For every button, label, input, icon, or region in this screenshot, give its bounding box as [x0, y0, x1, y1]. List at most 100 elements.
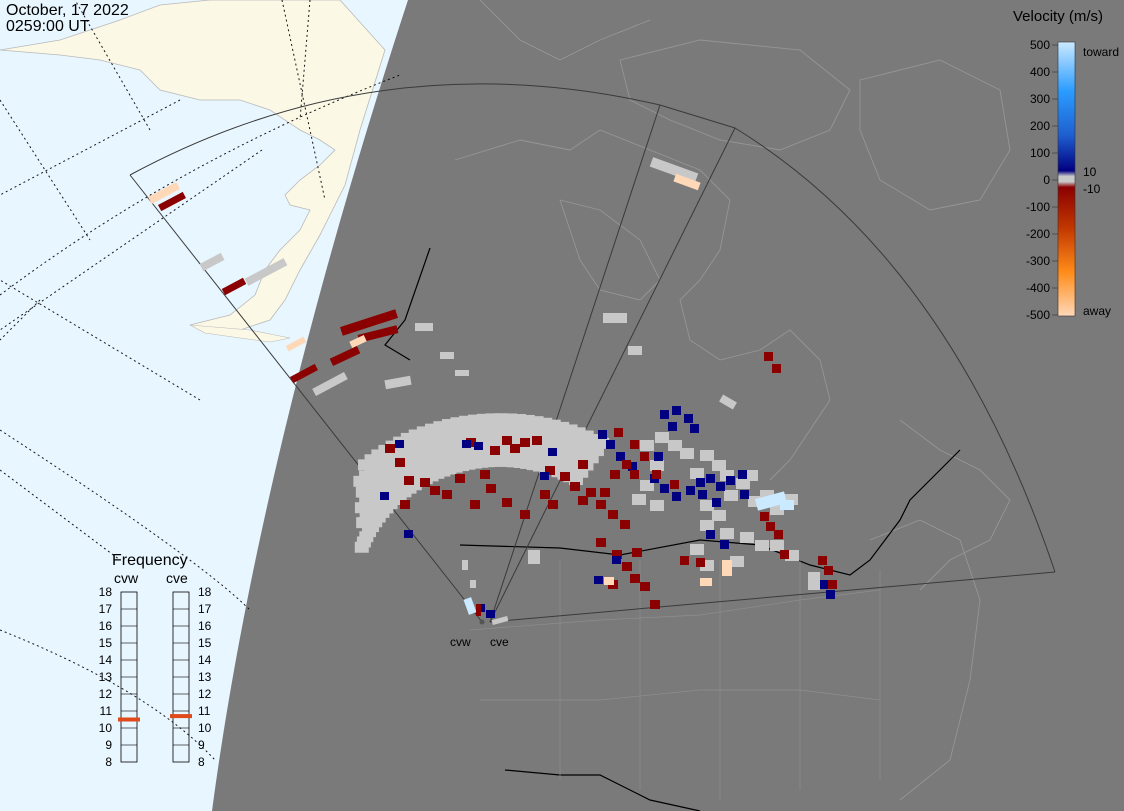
velocity-cell: [540, 472, 549, 480]
velocity-cell: [610, 470, 620, 479]
velocity-cell: [545, 466, 555, 475]
velocity-cell: [486, 610, 495, 618]
frequency-scale-label-right: 16: [198, 619, 212, 633]
velocity-cell: [384, 375, 412, 390]
velocity-cell: [686, 486, 695, 495]
frequency-scale-label-right: 14: [198, 653, 212, 667]
velocity-cell: [706, 530, 715, 539]
velocity-cell: [480, 470, 490, 479]
velocity-cell: [587, 434, 602, 446]
frequency-scale-label-left: 8: [105, 755, 112, 769]
velocity-cell: [568, 474, 583, 486]
velocity-tick-label: -500: [1026, 308, 1050, 322]
radar-sites: cvw cve: [450, 619, 509, 649]
velocity-cell: [416, 426, 431, 438]
date-label: October, 17 2022: [6, 2, 129, 19]
velocity-cell: [612, 550, 622, 559]
velocity-cell: [428, 431, 443, 443]
velocity-tick-label: -400: [1026, 281, 1050, 295]
velocity-cell: [640, 480, 654, 491]
velocity-cell: [548, 438, 563, 450]
velocity-cell: [698, 490, 707, 499]
velocity-cell: [469, 423, 484, 435]
velocity-cell: [480, 447, 495, 459]
velocity-cell: [442, 445, 457, 457]
velocity-cell: [417, 444, 432, 456]
velocity-cell: [510, 430, 525, 442]
velocity-cell: [578, 460, 588, 469]
velocity-colorbar: Velocity (m/s) 500 400 300 200 100 0 -100 -200 -…: [1013, 8, 1119, 322]
velocity-cell: [604, 577, 614, 585]
frequency-scale-label-left: 12: [99, 687, 113, 701]
cvw-frequency-marker: [118, 717, 140, 722]
velocity-cell: [603, 313, 627, 323]
velocity-cell: [463, 597, 477, 615]
frequency-scale-label-left: 9: [105, 738, 112, 752]
velocity-cell: [630, 440, 639, 449]
velocity-cell: [690, 424, 699, 433]
time-label: 0259:00 UT: [6, 18, 90, 35]
velocity-cell: [755, 540, 769, 551]
velocity-cell: [780, 550, 789, 559]
velocity-cell: [442, 490, 452, 499]
velocity-cell: [586, 488, 596, 497]
velocity-cell: [594, 576, 603, 584]
velocity-cell: [447, 435, 462, 447]
velocity-cell: [477, 422, 492, 434]
velocity-cell: [517, 431, 532, 443]
velocity-cell: [760, 512, 769, 521]
velocity-cell: [546, 419, 561, 431]
velocity-cell: [720, 528, 734, 539]
velocity-tick-label: 400: [1030, 65, 1050, 79]
velocity-cell: [622, 562, 632, 571]
alaska-landmass: [0, 0, 386, 331]
velocity-cell: [454, 433, 469, 445]
velocity-cell: [784, 494, 798, 505]
velocity-cell: [329, 346, 361, 366]
velocity-cell: [652, 470, 661, 479]
velocity-cell: [680, 448, 694, 459]
velocity-cell: [660, 410, 669, 419]
velocity-cell: [649, 157, 699, 183]
velocity-cell: [563, 442, 578, 454]
velocity-tick-label: 100: [1030, 146, 1050, 160]
cve-frequency-marker: [170, 714, 192, 719]
frequency-col-cvw: cvw: [114, 570, 139, 586]
velocity-cell: [760, 490, 774, 501]
velocity-cell: [450, 417, 465, 429]
velocity-cell: [552, 429, 567, 441]
velocity-cell: [470, 580, 476, 588]
velocity-cell: [494, 430, 509, 442]
velocity-cell: [595, 437, 610, 449]
velocity-cell: [818, 556, 827, 565]
latlon-grid: [0, 0, 401, 761]
velocity-cell: [684, 414, 693, 423]
velocity-cell: [700, 560, 714, 571]
velocity-cell: [441, 419, 456, 431]
velocity-cell: [486, 430, 501, 442]
velocity-cell: [650, 500, 664, 511]
velocity-cell: [413, 437, 428, 449]
velocity-cell: [147, 181, 181, 205]
velocity-cell: [349, 334, 367, 349]
velocity-cell: [589, 445, 604, 457]
velocity-cell: [660, 484, 669, 493]
velocity-cell: [244, 258, 288, 286]
velocity-cell: [541, 436, 556, 448]
velocity-cell: [494, 438, 509, 450]
velocity-cell: [712, 460, 726, 471]
velocity-cell: [511, 422, 526, 434]
velocity-cell: [579, 430, 594, 442]
velocity-cell: [420, 478, 430, 487]
velocity-tick-label: 300: [1030, 92, 1050, 106]
velocity-cell: [640, 582, 650, 591]
velocity-cell: [736, 478, 750, 489]
velocity-cell: [820, 580, 829, 589]
night-terminator: [212, 0, 1124, 811]
velocity-cell: [476, 413, 491, 425]
velocity-cell: [770, 504, 784, 515]
velocity-cell: [538, 417, 553, 429]
velocity-cell: [555, 421, 570, 433]
velocity-tick-label: 200: [1030, 119, 1050, 133]
velocity-cell: [435, 447, 450, 459]
